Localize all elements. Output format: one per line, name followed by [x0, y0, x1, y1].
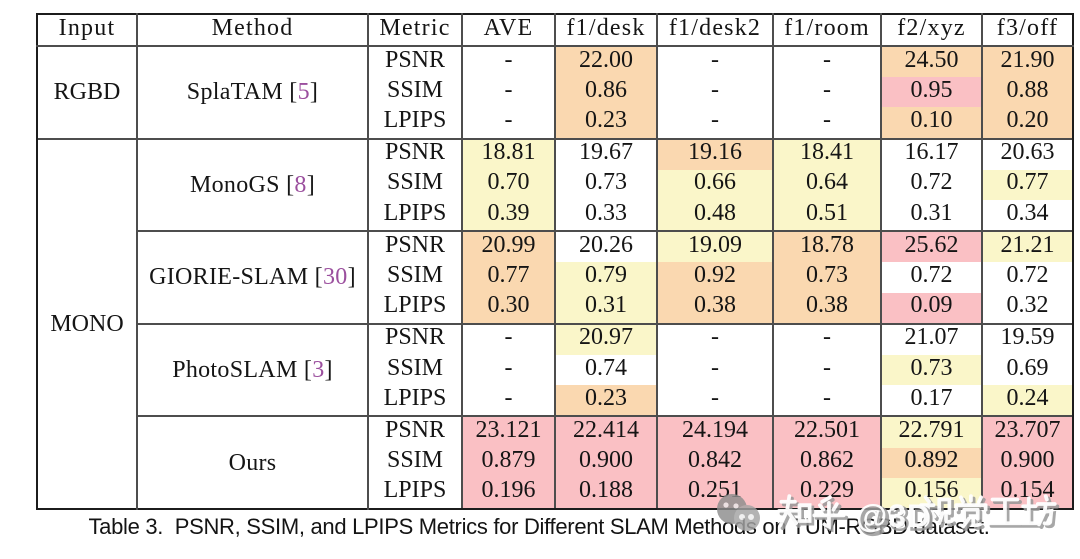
svg-text:@3D: @3D [856, 498, 931, 534]
svg-text:@3D: @3D [859, 501, 934, 537]
